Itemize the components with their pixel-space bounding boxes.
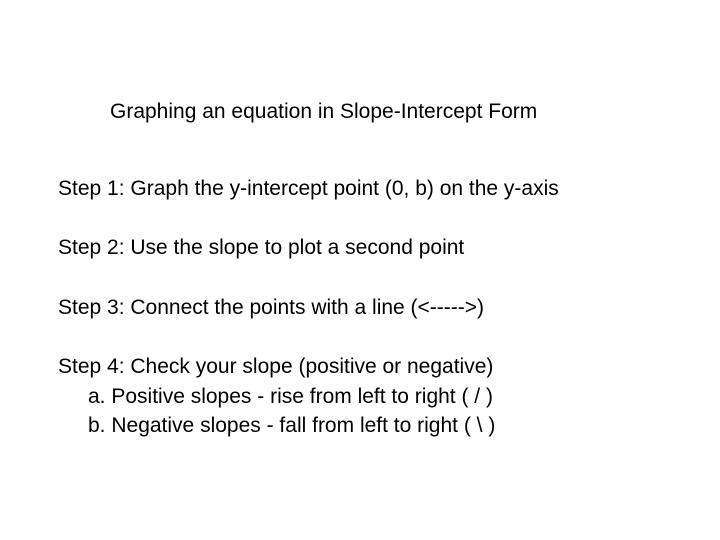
step-3: Step 3: Connect the points with a line (… xyxy=(58,293,680,322)
step-4-header: Step 4: Check your slope (positive or ne… xyxy=(58,352,680,381)
page-title: Graphing an equation in Slope-Intercept … xyxy=(110,100,680,124)
step-4a: a. Positive slopes - rise from left to r… xyxy=(88,382,680,411)
document-body: Graphing an equation in Slope-Intercept … xyxy=(0,0,720,440)
step-2: Step 2: Use the slope to plot a second p… xyxy=(58,233,680,262)
step-4: Step 4: Check your slope (positive or ne… xyxy=(58,352,680,440)
step-1: Step 1: Graph the y-intercept point (0, … xyxy=(58,174,680,203)
step-4b: b. Negative slopes - fall from left to r… xyxy=(88,411,680,440)
